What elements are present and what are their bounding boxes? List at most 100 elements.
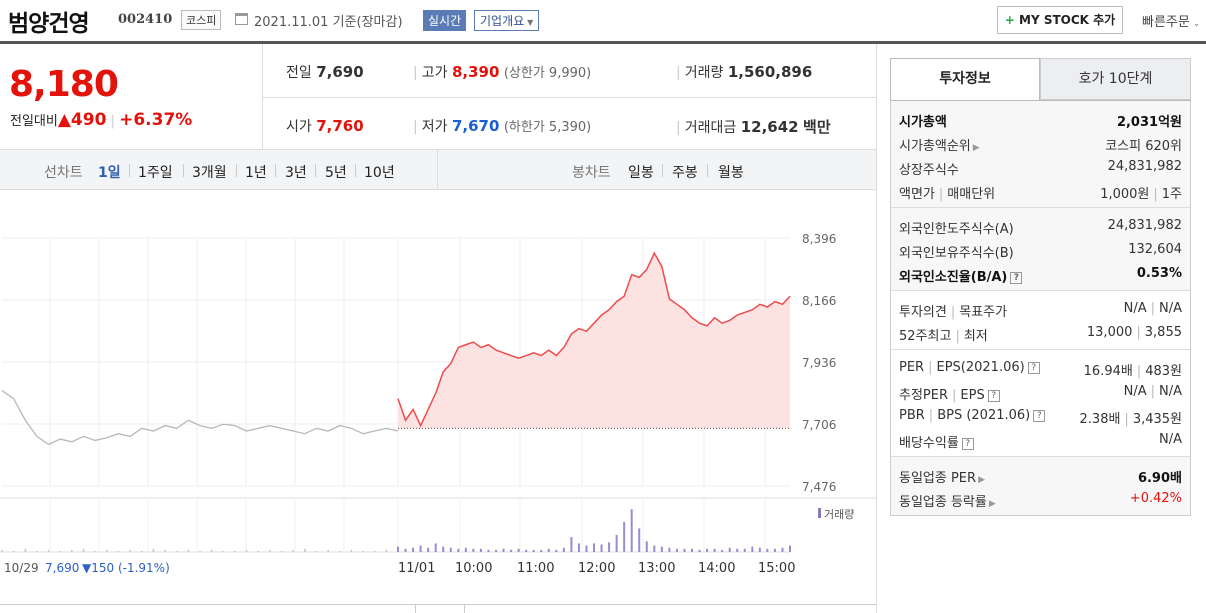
per-eps-value: 16.94배 | 483원	[1084, 360, 1182, 379]
amount-value: 12,642	[740, 118, 799, 136]
est-eps-label: EPS	[960, 388, 985, 403]
info-row[interactable]: 시가총액순위 ▶ 코스피 620위	[891, 131, 1190, 155]
foreign-rate-label: 외국인소진율(B/A)?	[899, 266, 1023, 285]
info-group-foreign: 외국인한도주식수(A) 24,831,982 외국인보유주식수(B) 132,604…	[891, 208, 1190, 291]
divider: |	[1150, 301, 1155, 316]
y-tick-label: 8,166	[802, 294, 836, 308]
tab-investment-info[interactable]: 투자정보	[890, 58, 1040, 100]
tab-3-years[interactable]: 3년	[285, 165, 307, 181]
up-arrow-icon: ▲	[57, 110, 71, 130]
prev-day-change: ▼150 (-1.91%)	[82, 561, 170, 575]
info-row[interactable]: 동일업종 등락률 ▶ +0.42%	[891, 487, 1190, 511]
lot-label: 매매단위	[947, 187, 996, 202]
date-value: 2021.11.01	[254, 15, 329, 30]
help-icon[interactable]: ?	[1033, 409, 1046, 422]
change-amount: 490	[70, 110, 107, 130]
divider	[876, 44, 877, 613]
y-tick-label: 7,476	[802, 480, 836, 494]
foreign-hold-label: 외국인보유주식수(B)	[899, 246, 1014, 261]
est-per-value: N/A	[1123, 384, 1147, 399]
divider	[275, 164, 276, 177]
foreign-hold-value: 132,604	[1128, 242, 1182, 257]
divider	[707, 164, 708, 177]
info-row[interactable]: 동일업종 PER ▶ 6.90배	[891, 463, 1190, 487]
y-tick-label: 7,936	[802, 356, 836, 370]
y-tick-label: 7,706	[802, 418, 836, 432]
chart-resize-handle[interactable]	[415, 604, 465, 613]
x-tick-label: 11/01	[398, 561, 435, 576]
divider: |	[1136, 325, 1141, 340]
chart-period-tabs: 선차트 1일 1주일 3개월 1년 3년 5년 10년 봉차트 일봉 주봉 월봉	[0, 150, 877, 190]
low52-value: 3,855	[1144, 325, 1182, 340]
prev-day-label: 10/29	[4, 561, 39, 575]
quick-order-label: 빠른주문	[1142, 15, 1190, 30]
divider: |	[1124, 412, 1129, 427]
info-row: 상장주식수 24,831,982	[891, 155, 1190, 179]
tab-1-day[interactable]: 1일	[98, 165, 121, 181]
volume: | 거래량 1,560,896	[676, 62, 812, 82]
low-label: 저가	[421, 119, 448, 135]
stock-code: 002410	[118, 12, 173, 27]
help-icon[interactable]: ?	[961, 437, 974, 450]
tab-3-months[interactable]: 3개월	[192, 165, 227, 181]
sector-rate-label: 동일업종 등락률 ▶	[899, 491, 996, 510]
shares-value: 24,831,982	[1107, 159, 1182, 174]
tab-daily-candle[interactable]: 일봉	[628, 165, 654, 181]
tab-1-week[interactable]: 1주일	[138, 165, 173, 181]
pbr-value: 2.38배	[1079, 412, 1121, 427]
tab-5-years[interactable]: 5년	[325, 165, 347, 181]
low52-label: 최저	[963, 329, 988, 344]
est-per-label: 추정PER	[899, 388, 949, 403]
help-icon[interactable]: ?	[1010, 271, 1023, 284]
divider	[262, 97, 877, 98]
divider	[183, 164, 184, 177]
info-table: 시가총액 2,031억원 시가총액순위 ▶ 코스피 620위 상장주식수 24,831,…	[890, 100, 1191, 516]
today-area	[398, 253, 790, 429]
tab-weekly-candle[interactable]: 주봉	[672, 165, 698, 181]
quick-order-button[interactable]: 빠른주문 ⌄	[1142, 11, 1200, 30]
target-label: 목표주가	[959, 305, 1008, 320]
range52-value: 13,000 | 3,855	[1087, 325, 1182, 340]
divider: |	[1150, 384, 1155, 399]
high52-value: 13,000	[1086, 325, 1133, 340]
candle-chart-label: 봉차트	[572, 165, 611, 181]
help-icon[interactable]: ?	[987, 389, 1000, 402]
high-price: | 고가 8,390 (상한가 9,990)	[413, 62, 591, 82]
tab-orderbook[interactable]: 호가 10단계	[1040, 58, 1191, 100]
company-overview-dropdown[interactable]: 기업개요 ▼	[474, 10, 540, 31]
realtime-button[interactable]: 실시간	[423, 10, 467, 31]
info-row: PBR | BPS (2021.06)? 2.38배 | 3,435원	[891, 404, 1190, 428]
upper-limit: (상한가 9,990)	[503, 66, 592, 81]
divider: |	[928, 360, 933, 375]
divider: |	[110, 114, 115, 129]
help-icon[interactable]: ?	[1027, 361, 1040, 374]
date-basis: 2021.11.01 기준(장마감)	[254, 11, 403, 30]
tab-monthly-candle[interactable]: 월봉	[718, 165, 744, 181]
open-value: 7,760	[316, 117, 364, 135]
foreign-limit-value: 24,831,982	[1107, 218, 1182, 233]
volume-legend-label: 거래량	[824, 508, 854, 521]
investment-info-panel: 투자정보 호가 10단계 시가총액 2,031억원 시가총액순위 ▶ 코스피 620위…	[890, 58, 1191, 516]
tab-10-years[interactable]: 10년	[364, 165, 395, 181]
divider	[315, 164, 316, 177]
target-value: N/A	[1159, 301, 1182, 316]
per-eps-label: PER | EPS(2021.06)?	[899, 360, 1040, 375]
divider: |	[955, 329, 960, 344]
info-group-opinion: 투자의견 | 목표주가 N/A | N/A 52주최고 | 최저 13,000 | 3,855	[891, 291, 1190, 350]
market-cap-rank-value: 코스피 620위	[1105, 139, 1182, 154]
prev-day-close: 7,690	[45, 561, 79, 575]
info-group-valuation: PER | EPS(2021.06)? 16.94배 | 483원 추정PER | EPS? N…	[891, 350, 1190, 457]
lot-value: 1주	[1161, 187, 1182, 202]
open-label: 시가	[286, 119, 312, 135]
volume-legend-icon	[818, 508, 821, 518]
price-summary: 8,180 전일대비▲490 | +6.37% 전일 7,690 | 고가 8,3…	[0, 44, 877, 150]
tab-1-year[interactable]: 1년	[245, 165, 267, 181]
sector-per-text: 동일업종 PER	[899, 471, 977, 486]
chevron-right-icon: ▶	[978, 475, 985, 485]
y-tick-label: 8,396	[802, 232, 836, 246]
par-lot-label: 액면가 | 매매단위	[899, 183, 995, 202]
stock-header: 범양건영 002410 코스피 2021.11.01 기준(장마감) 실시간 기…	[0, 0, 1206, 44]
market-badge: 코스피	[181, 10, 222, 30]
chevron-down-icon: ▼	[527, 18, 534, 27]
add-my-stock-button[interactable]: + MY STOCK 추가	[997, 6, 1123, 34]
